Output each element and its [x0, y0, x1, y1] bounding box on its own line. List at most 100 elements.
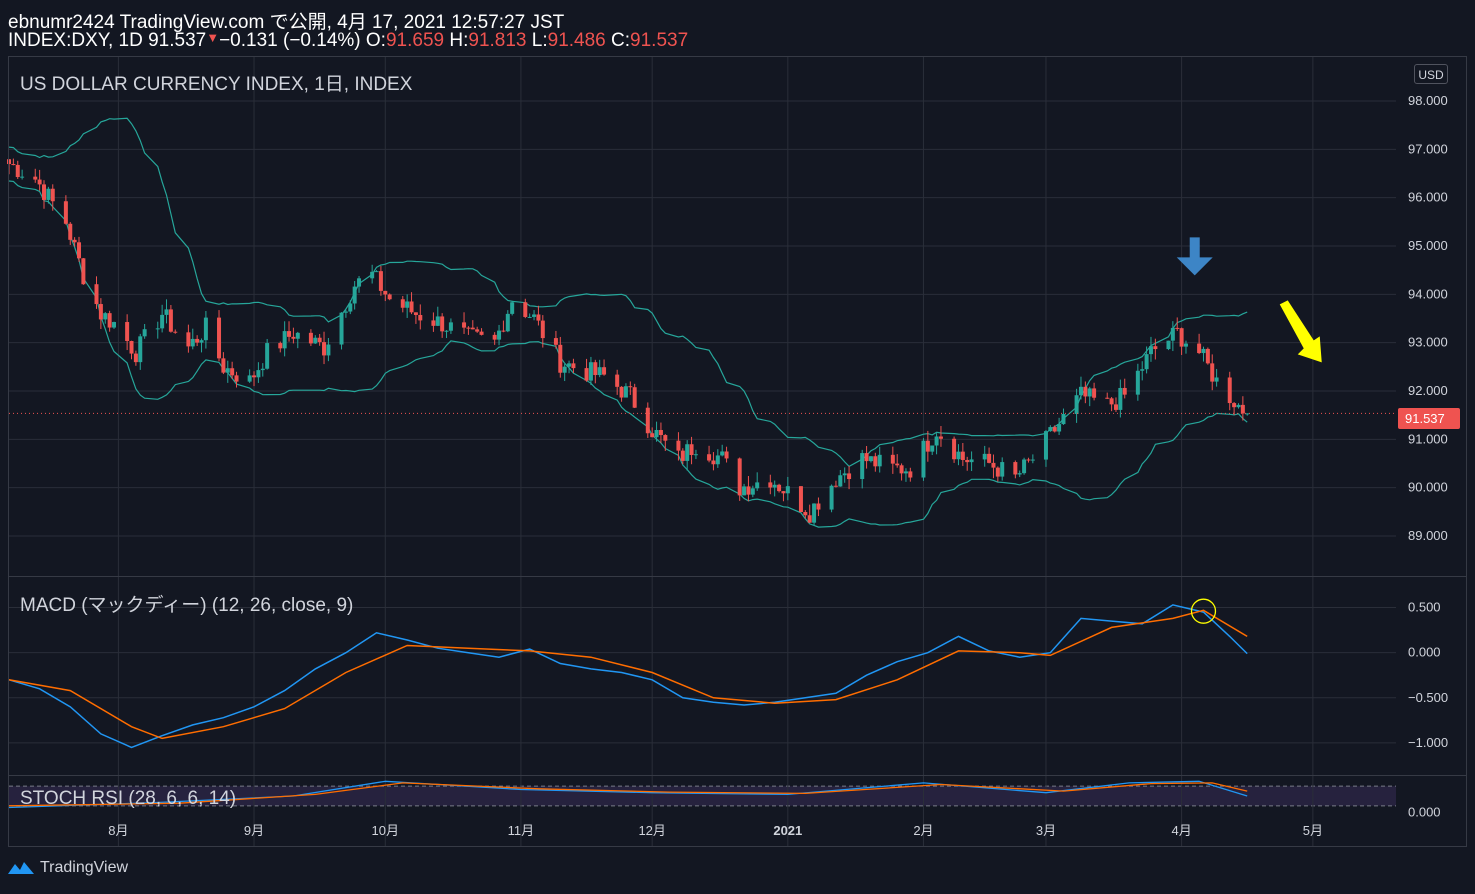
candle-body: [42, 184, 47, 200]
price-tick-label: 96.000: [1408, 190, 1448, 205]
candle-body: [505, 313, 510, 332]
candle: [693, 449, 698, 460]
candle: [536, 305, 541, 326]
candle-body: [650, 433, 655, 438]
candle: [523, 298, 528, 319]
candle: [435, 306, 440, 327]
candle-body: [186, 332, 191, 347]
candle: [645, 402, 650, 438]
candle: [1153, 338, 1158, 360]
ohlc-legend: INDEX:DXY, 1D 91.537▼−0.131 (−0.14%) O:9…: [8, 30, 688, 52]
candle: [107, 310, 112, 332]
candle: [1109, 397, 1114, 412]
candle-body: [125, 322, 130, 342]
candle-body: [746, 486, 751, 495]
symbol-label: INDEX:DXY, 1D 91.537: [8, 30, 207, 51]
candle-body: [798, 486, 803, 513]
candle: [623, 383, 628, 398]
candle-body: [807, 515, 812, 523]
candle: [768, 474, 773, 495]
time-tick-label: 10月: [372, 823, 399, 838]
candle-body: [553, 338, 558, 345]
candle-body: [265, 343, 270, 369]
candle: [1057, 417, 1062, 435]
candle: [650, 427, 655, 438]
candle: [742, 483, 747, 496]
candle-body: [1074, 395, 1079, 414]
macd-tick-label: 0.000: [1408, 645, 1441, 660]
candle: [221, 352, 226, 375]
candle: [374, 270, 379, 273]
candle-body: [510, 302, 515, 314]
candle: [37, 169, 42, 191]
candle-body: [1236, 404, 1241, 408]
candle: [42, 180, 47, 209]
candle-body: [418, 314, 423, 321]
candle-body: [768, 482, 773, 488]
candle-body: [440, 316, 445, 332]
candle: [847, 466, 852, 490]
candle-body: [173, 331, 178, 333]
candle-body: [295, 332, 300, 339]
candle: [1052, 425, 1057, 433]
candle: [1026, 457, 1031, 463]
candle-body: [291, 336, 296, 339]
candle-body: [378, 271, 383, 291]
time-tick-label: 5月: [1303, 823, 1323, 838]
main-pane[interactable]: [8, 56, 1467, 577]
price-tick-label: 95.000: [1408, 238, 1448, 253]
candle-body: [1170, 327, 1175, 341]
candle: [199, 338, 204, 353]
candle-body: [33, 176, 38, 180]
candle-body: [645, 407, 650, 434]
candle: [265, 338, 270, 370]
candle: [164, 299, 169, 324]
stoch-d-line: [8, 782, 1248, 807]
candle-body: [1118, 387, 1123, 410]
candle-body: [934, 436, 939, 446]
candle: [890, 446, 895, 474]
candle-body: [685, 444, 690, 461]
candle-body: [619, 386, 624, 398]
candle-body: [628, 386, 633, 388]
publish-info: ebnumr2424 TradingView.com で公開, 4月 17, 2…: [8, 12, 565, 33]
candle-body: [129, 341, 134, 354]
candle: [619, 386, 624, 402]
candle: [11, 158, 16, 166]
candle: [339, 312, 344, 350]
blue-down-arrow-icon: [1176, 237, 1213, 276]
candle-body: [1210, 363, 1215, 382]
candle-body: [1232, 403, 1237, 408]
candle-body: [1109, 398, 1114, 405]
candle: [864, 446, 869, 469]
candle: [1061, 408, 1066, 425]
candle: [685, 440, 690, 471]
high-label: H:: [444, 30, 469, 51]
candle: [746, 476, 751, 502]
price-axis[interactable]: 98.000 97.000 96.000 95.000 94.000 93.000 92.0…: [1408, 93, 1448, 819]
candle: [466, 326, 471, 335]
stoch-band-fill: [9, 786, 1396, 806]
currency-badge[interactable]: USD: [1414, 64, 1448, 84]
candle: [33, 168, 38, 183]
candle-body: [370, 271, 375, 279]
candle: [1210, 354, 1215, 391]
candle: [370, 264, 375, 284]
candle: [112, 321, 117, 329]
candle-body: [1197, 343, 1202, 354]
candle: [234, 371, 239, 388]
candle: [186, 324, 191, 353]
candle-body: [94, 284, 99, 305]
candle-body: [247, 375, 252, 382]
candle: [930, 445, 935, 455]
candle: [1048, 425, 1053, 432]
candle: [125, 314, 130, 351]
candle: [860, 449, 865, 489]
time-axis[interactable]: 8月 9月 10月 11月 12月 2021 2月 3月 4月 5月: [108, 823, 1323, 838]
tradingview-footer[interactable]: TradingView: [6, 858, 128, 878]
candle: [676, 432, 681, 461]
stoch-pane[interactable]: [8, 775, 1467, 847]
candle: [133, 350, 138, 366]
candle-body: [282, 331, 287, 349]
